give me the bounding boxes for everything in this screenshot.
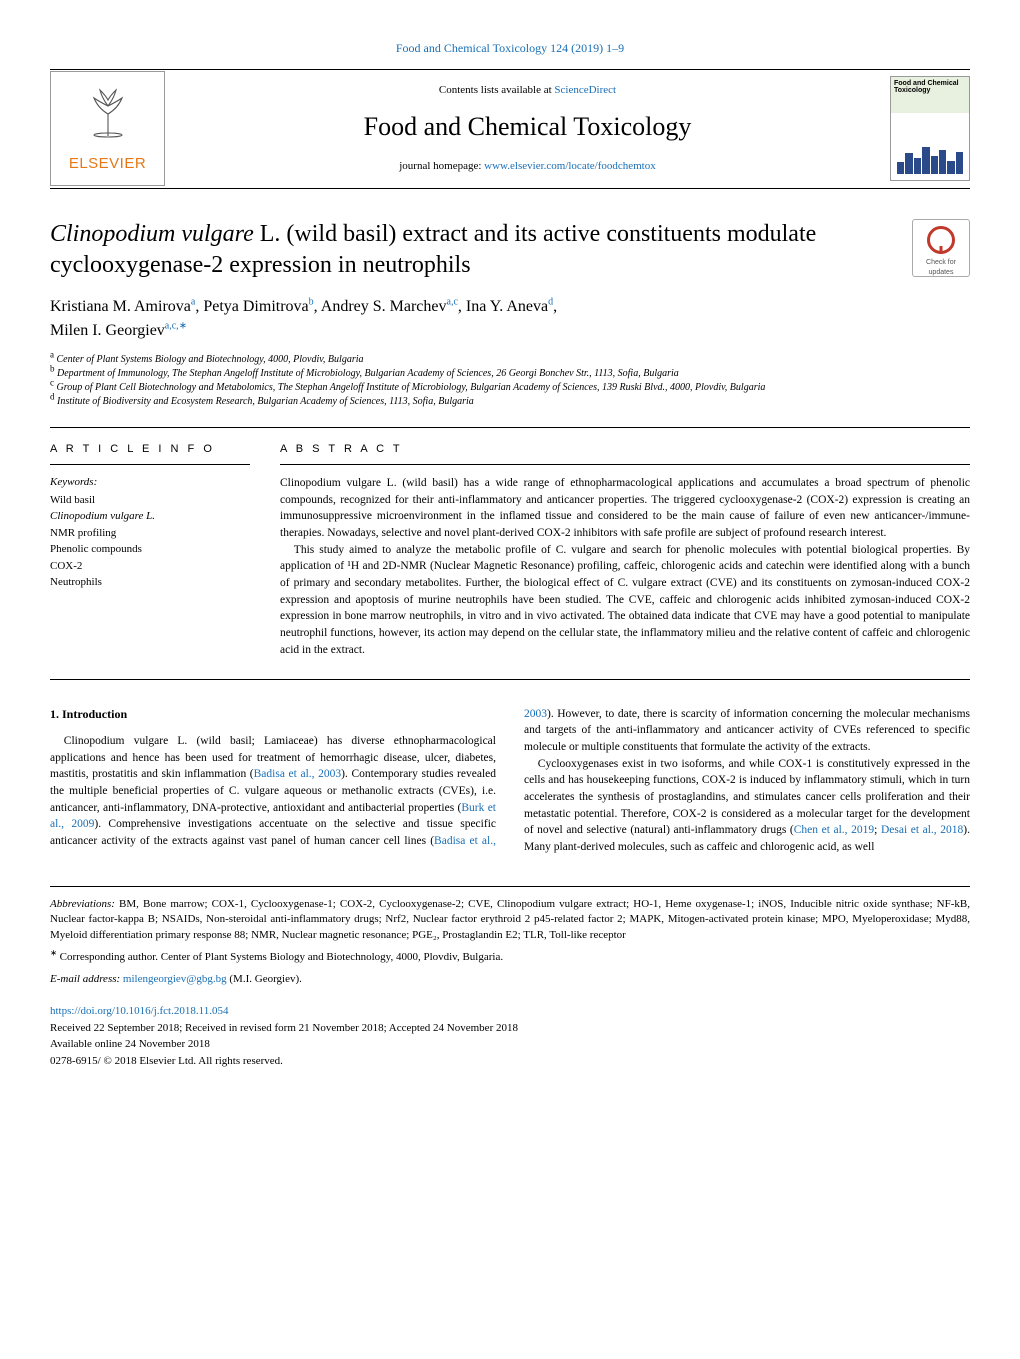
- abbreviations-block: Abbreviations: BM, Bone marrow; COX-1, C…: [50, 886, 970, 945]
- contents-line: Contents lists available at ScienceDirec…: [165, 83, 890, 98]
- keyword-item: NMR profiling: [50, 525, 250, 542]
- author-sep: ,: [553, 298, 557, 315]
- keywords-label: Keywords:: [50, 475, 250, 490]
- cover-bars-icon: [897, 144, 963, 174]
- divider: [50, 679, 970, 680]
- corresponding-author: ∗ Corresponding author. Center of Plant …: [50, 950, 970, 965]
- cover-title: Food and Chemical Toxicology: [894, 80, 966, 94]
- elsevier-tree-icon: [84, 84, 132, 153]
- article-info-heading: A R T I C L E I N F O: [50, 442, 250, 464]
- email-link[interactable]: milengeorgiev@gbg.bg: [123, 973, 227, 985]
- crossmark-icon: [927, 226, 955, 254]
- affiliation-b: b Department of Immunology, The Stephan …: [50, 367, 970, 381]
- author-4: , Ina Y. Aneva: [458, 298, 548, 315]
- crossmark-badge[interactable]: Check for updates: [912, 219, 970, 277]
- author-1: Kristiana M. Amirova: [50, 298, 191, 315]
- affiliation-c: c Group of Plant Cell Biotechnology and …: [50, 381, 970, 395]
- abstract-heading: A B S T R A C T: [280, 442, 970, 465]
- copyright-line: 0278-6915/ © 2018 Elsevier Ltd. All righ…: [50, 1053, 970, 1070]
- sciencedirect-link[interactable]: ScienceDirect: [554, 84, 616, 96]
- author-3: , Andrey S. Marchev: [314, 298, 447, 315]
- aff-link-ac[interactable]: a,c: [447, 297, 458, 308]
- header-center: Contents lists available at ScienceDirec…: [165, 70, 890, 188]
- email-label: E-mail address:: [50, 973, 123, 985]
- citation-link[interactable]: Food and Chemical Toxicology 124 (2019) …: [396, 41, 624, 55]
- available-line: Available online 24 November 2018: [50, 1036, 970, 1053]
- divider: [50, 427, 970, 428]
- received-line: Received 22 September 2018; Received in …: [50, 1020, 970, 1037]
- journal-header: ELSEVIER Contents lists available at Sci…: [50, 69, 970, 189]
- crossmark-label: Check for updates: [913, 258, 969, 278]
- abstract-col: A B S T R A C T Clinopodium vulgare L. (…: [280, 442, 970, 658]
- body-columns: 1. Introduction Clinopodium vulgare L. (…: [50, 706, 970, 856]
- doi-link[interactable]: https://doi.org/10.1016/j.fct.2018.11.05…: [50, 1005, 228, 1017]
- keyword-item: Wild basil: [50, 492, 250, 509]
- ref-link[interactable]: Chen et al., 2019: [794, 824, 874, 836]
- ref-link[interactable]: Desai et al., 2018: [881, 824, 963, 836]
- running-head: Food and Chemical Toxicology 124 (2019) …: [50, 40, 970, 57]
- article-title: Clinopodium vulgare L. (wild basil) extr…: [50, 219, 970, 281]
- corr-star: ∗: [50, 949, 57, 958]
- corr-text: Corresponding author. Center of Plant Sy…: [57, 951, 503, 963]
- affiliation-d: d Institute of Biodiversity and Ecosyste…: [50, 395, 970, 409]
- keyword-item: Neutrophils: [50, 574, 250, 591]
- homepage-line: journal homepage: www.elsevier.com/locat…: [165, 159, 890, 174]
- affiliation-a: a a Center of Plant Systems Biology and …: [50, 353, 970, 367]
- affiliations-block: a a Center of Plant Systems Biology and …: [50, 353, 970, 409]
- homepage-link[interactable]: www.elsevier.com/locate/foodchemtox: [484, 160, 656, 172]
- intro-p3: Cyclooxygenases exist in two isoforms, a…: [524, 756, 970, 856]
- email-line: E-mail address: milengeorgiev@gbg.bg (M.…: [50, 972, 970, 987]
- aff-link-ac2[interactable]: a,c,: [165, 321, 179, 332]
- authors-block: Kristiana M. Amirovaa, Petya Dimitrovab,…: [50, 295, 970, 343]
- publisher-logo: ELSEVIER: [50, 71, 165, 186]
- email-suffix: (M.I. Georgiev).: [227, 973, 302, 985]
- abbrev-label: Abbreviations:: [50, 898, 115, 910]
- author-2: , Petya Dimitrova: [195, 298, 308, 315]
- ref-link[interactable]: Badisa et al., 2003: [254, 768, 342, 780]
- journal-cover-thumb: Food and Chemical Toxicology: [890, 76, 970, 181]
- keywords-list: Wild basil Clinopodium vulgare L. NMR pr…: [50, 492, 250, 591]
- abstract-p2: This study aimed to analyze the metaboli…: [280, 542, 970, 659]
- footer-block: https://doi.org/10.1016/j.fct.2018.11.05…: [50, 1003, 970, 1069]
- contents-prefix: Contents lists available at: [439, 84, 554, 96]
- keyword-item: COX-2: [50, 558, 250, 575]
- abbrev-text: BM, Bone marrow; COX-1, Cyclooxygenase-1…: [50, 898, 970, 942]
- homepage-prefix: journal homepage:: [399, 160, 484, 172]
- abstract-p1: Clinopodium vulgare L. (wild basil) has …: [280, 475, 970, 542]
- corr-star-link[interactable]: ∗: [179, 321, 187, 332]
- intro-heading: 1. Introduction: [50, 706, 496, 723]
- author-5: Milen I. Georgiev: [50, 322, 165, 339]
- keyword-item: Clinopodium vulgare L.: [50, 508, 250, 525]
- info-abstract-row: A R T I C L E I N F O Keywords: Wild bas…: [50, 442, 970, 658]
- title-species: Clinopodium vulgare: [50, 221, 254, 247]
- article-info-col: A R T I C L E I N F O Keywords: Wild bas…: [50, 442, 250, 658]
- keyword-item: Phenolic compounds: [50, 541, 250, 558]
- journal-title: Food and Chemical Toxicology: [165, 109, 890, 145]
- publisher-name: ELSEVIER: [69, 153, 146, 174]
